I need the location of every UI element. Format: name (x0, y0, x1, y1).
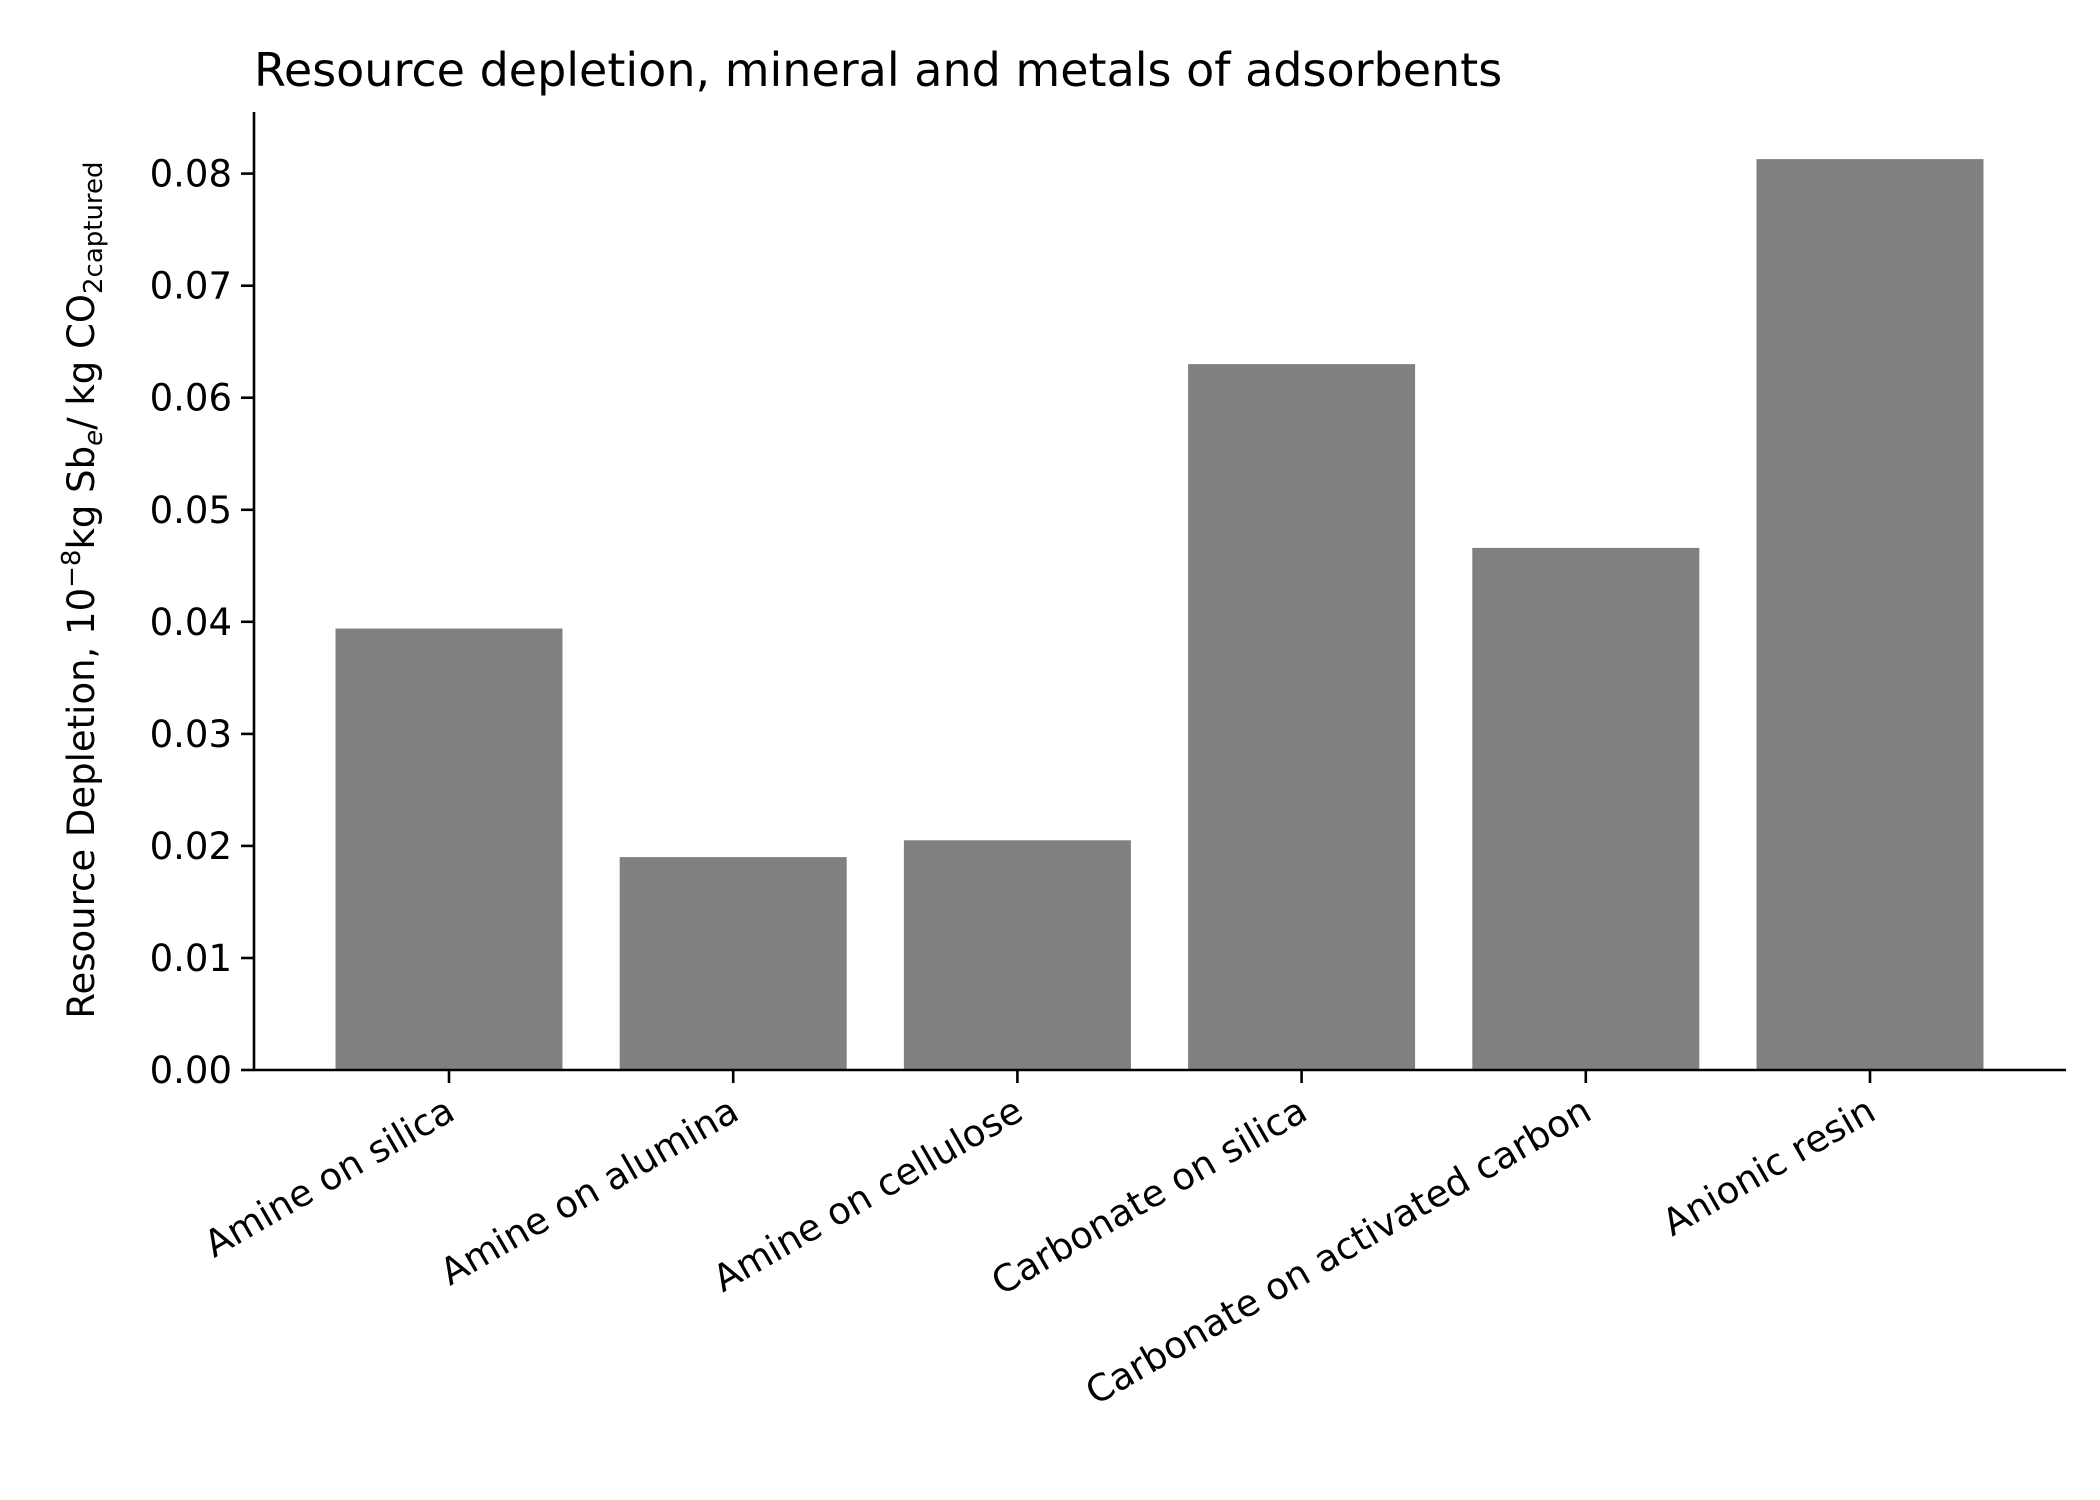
y-tick-label: 0.04 (150, 601, 232, 644)
y-axis-label-prefix: Resource Depletion, 10 (60, 588, 103, 1019)
bar-carbonate-on-silica (1188, 364, 1416, 1071)
x-tick-label: Amine on cellulose (706, 1089, 1030, 1301)
x-tick-label: Anionic resin (1655, 1089, 1882, 1245)
y-tick-label: 0.07 (150, 265, 232, 308)
bar-amine-on-alumina (619, 857, 847, 1070)
y-axis-label-unit-b: / kg CO (60, 294, 103, 430)
chart-title: Resource depletion, mineral and metals o… (254, 43, 1502, 97)
y-tick-label: 0.08 (150, 153, 232, 196)
x-tick-label: Amine on alumina (433, 1089, 746, 1294)
bar-anionic-resin (1756, 159, 1984, 1071)
y-tick-label: 0.05 (150, 489, 232, 532)
bars-layer (335, 159, 1984, 1071)
x-tick-label: Amine on silica (197, 1089, 462, 1267)
y-axis-label-unit-a-sub: e (79, 430, 109, 446)
bar-carbonate-on-activated-carbon (1472, 547, 1700, 1070)
y-axis-label-exponent: −8 (57, 550, 87, 588)
y-axis-ticks: 0.00 0.01 0.02 0.03 0.04 0.05 0.06 0.07 0.08 (150, 153, 254, 1092)
y-axis-label: Resource Depletion, 10−8kg Sbe/ kg CO2ca… (57, 161, 109, 1018)
bar-amine-on-silica (335, 628, 563, 1070)
y-tick-label: 0.01 (150, 937, 232, 980)
y-axis-label-unit-b-sub: 2captured (79, 161, 109, 294)
y-tick-label: 0.00 (150, 1049, 232, 1092)
y-tick-label: 0.06 (150, 377, 232, 420)
y-tick-label: 0.02 (150, 825, 232, 868)
y-tick-label: 0.03 (150, 713, 232, 756)
x-tick-label: Carbonate on activated carbon (1078, 1089, 1598, 1414)
bar-amine-on-cellulose (903, 840, 1131, 1070)
y-axis-label-unit-a: kg Sb (60, 446, 103, 550)
